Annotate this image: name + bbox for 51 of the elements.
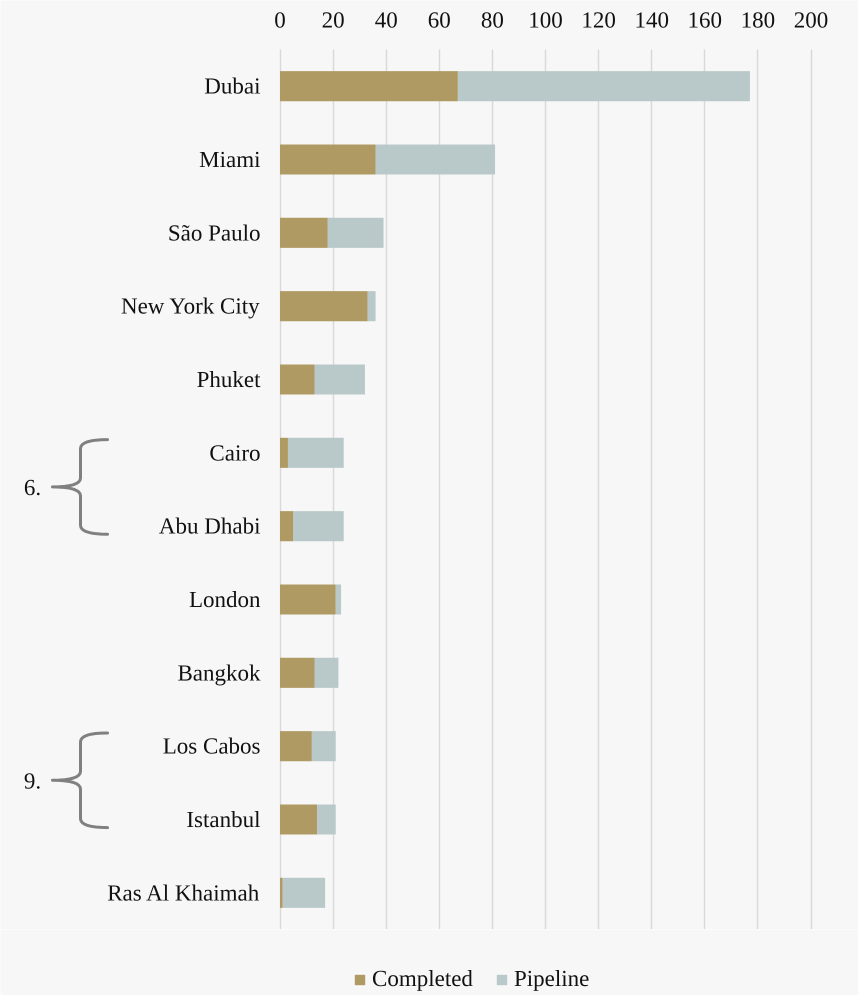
x-tick-label: 140: [634, 8, 669, 32]
bar: [280, 658, 315, 688]
bar: [368, 291, 376, 322]
y-tick-label: Phuket: [196, 367, 262, 392]
bar: [376, 144, 496, 175]
bar: [280, 218, 328, 248]
bar: [282, 878, 326, 908]
bar: [458, 71, 750, 102]
y-tick-label: Istanbul: [186, 807, 261, 832]
x-tick-label: 100: [528, 8, 563, 32]
bar: [280, 438, 288, 468]
bar: [280, 878, 283, 908]
bar: [314, 658, 338, 688]
x-tick-label: 180: [740, 8, 776, 32]
bar: [328, 218, 384, 248]
y-tick-label: Dubai: [204, 74, 261, 99]
bar: [293, 511, 344, 542]
y-tick-label: Los Cabos: [162, 734, 261, 759]
y-tick-label: Bangkok: [177, 660, 261, 686]
bar: [280, 731, 312, 762]
text: 6.: [24, 474, 42, 500]
x-tick-label: 40: [374, 8, 398, 32]
bar: [280, 804, 318, 835]
x-tick-label: 120: [581, 8, 616, 32]
bar: [312, 731, 336, 762]
legend-label: Pipeline: [514, 966, 590, 992]
x-tick-label: 0: [274, 8, 286, 32]
bar: [280, 584, 336, 615]
y-tick-label: Abu Dhabi: [158, 514, 261, 539]
bar: [336, 584, 342, 615]
legend-label: Completed: [372, 966, 473, 992]
bar: [317, 804, 336, 835]
x-tick-label: 80: [480, 8, 504, 32]
y-tick-label: Ras Al Khaimah: [107, 880, 260, 906]
y-tick-label: São Paulo: [168, 220, 260, 246]
bar: [280, 511, 294, 542]
x-tick-label: 60: [428, 8, 451, 32]
bar: [280, 71, 458, 102]
bar: [280, 364, 315, 395]
text: 9.: [24, 768, 42, 794]
bar: [288, 438, 344, 468]
y-tick-label: Miami: [199, 147, 261, 172]
y-tick-label: New York City: [120, 294, 260, 319]
x-tick-label: 20: [322, 8, 345, 32]
bar: [314, 364, 365, 395]
y-tick-label: Cairo: [209, 440, 261, 466]
x-tick-label: 160: [688, 8, 722, 32]
bar: [280, 291, 368, 322]
bar: [280, 144, 376, 175]
y-tick-label: London: [188, 587, 261, 612]
x-tick-label: 200: [794, 8, 828, 32]
